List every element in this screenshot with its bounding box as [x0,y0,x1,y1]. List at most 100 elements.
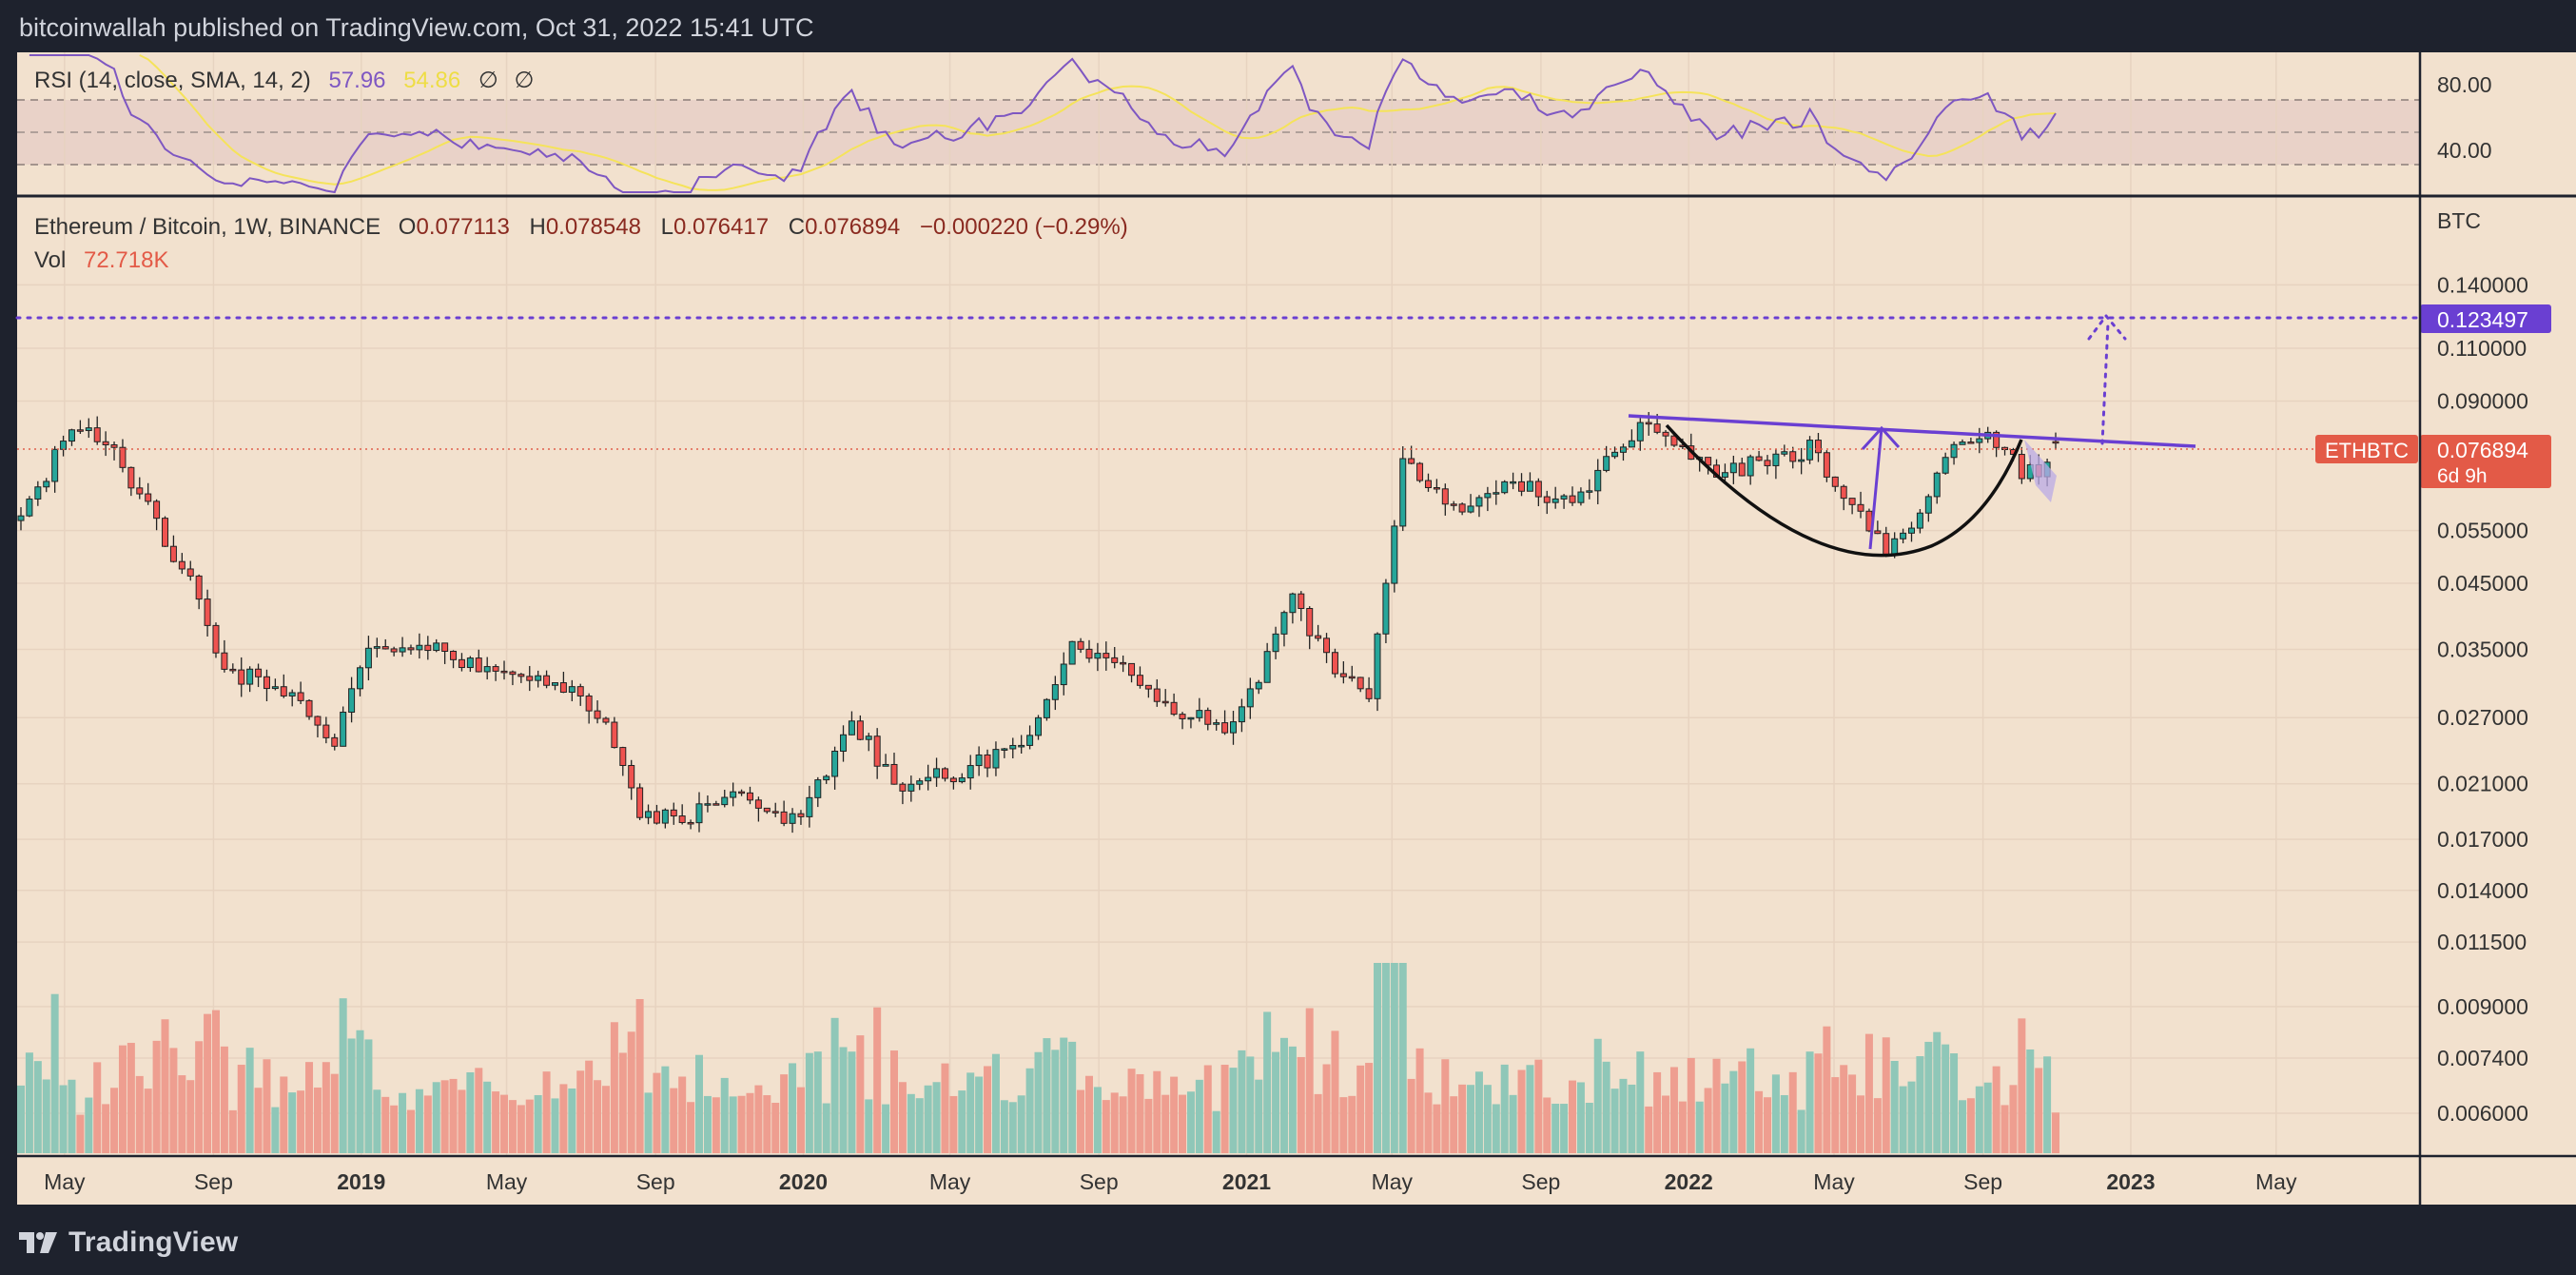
candle-body [1484,493,1492,499]
volume-bar [1263,1011,1272,1153]
candle-body [1721,472,1728,478]
candle-body [1569,495,1576,503]
candle-body [145,493,152,502]
candle-body [1408,458,1415,464]
candle-body [933,768,941,778]
candle-body [407,647,415,651]
volume-bar [1534,1059,1543,1153]
volume-bar [1712,1058,1721,1153]
volume-bar [1678,1101,1687,1153]
low-value: 0.076417 [673,214,769,240]
volume-bar [381,1096,390,1153]
candle-body [865,736,872,740]
candle-body [1221,722,1229,734]
volume-bar [601,1086,610,1153]
candle-body [1280,612,1288,635]
volume-bar [339,998,347,1153]
volume-bar [1483,1085,1492,1153]
volume-bar [1797,1109,1805,1153]
volume-bar [551,1098,559,1153]
volume-bar [93,1062,102,1153]
candle-body [1814,440,1822,454]
candle-body [1229,721,1237,734]
candle-body [263,676,270,690]
candle-body [1933,472,1941,498]
candle-body [780,811,788,824]
price-ticks: 0.140000 0.110000 0.090000 0.055000 0.045000… [2437,272,2528,1126]
volume-bar [1560,1104,1569,1153]
volume-bar [1136,1073,1144,1153]
volume-bar [627,1031,635,1153]
volume-bar [1279,1037,1288,1153]
cup-curve [1665,423,2023,558]
candle-body [466,657,474,669]
volume-bar [330,1073,339,1153]
rsi-legend-extra2: ∅ [515,68,535,93]
axis-corner [2420,1157,2576,1205]
last-price-badge [2420,435,2551,488]
volume-bar [1238,1049,1246,1153]
volume-bar [1322,1064,1331,1153]
candle-body [797,813,805,817]
candle-body [1551,498,1559,503]
time-tick-label: Sep [1963,1169,2002,1194]
candle-body [458,658,465,669]
candle-body [364,647,372,669]
candle-body [416,644,423,651]
volume-bar [432,1082,440,1153]
volume-bar [280,1076,288,1153]
candle-body [754,799,762,809]
volume-bar [1551,1103,1560,1153]
price-tick-label: 0.009000 [2437,994,2528,1019]
candle-body [576,686,584,696]
candle-body [255,668,263,677]
volume-bar [1365,1063,1374,1153]
volume-bar [1433,1104,1441,1153]
volume-bar [941,1063,949,1153]
volume-bar [1569,1080,1576,1153]
candle-body [611,721,618,749]
volume-bar [1721,1083,1729,1153]
volume-bar [2018,1018,2026,1153]
price-tick-label: 0.110000 [2437,336,2527,361]
volume-bar [949,1095,958,1153]
volume-bar [25,1052,33,1153]
volume-bar [2052,1112,2060,1153]
close-value: 0.076894 [805,214,900,240]
volume-bar [1093,1087,1102,1153]
candle-body [628,764,635,789]
volume-bar [1272,1051,1280,1153]
price-tick-label: 0.045000 [2437,571,2528,596]
volume-bar [1509,1094,1517,1153]
candle-body [1204,710,1212,725]
volume-bar [1407,1078,1415,1153]
volume-bar [1543,1097,1551,1153]
candle-body [602,717,610,723]
candle-body [297,692,304,701]
volume-bar [76,1114,85,1153]
volume-bar [898,1082,907,1153]
rsi-tick-80: 80.00 [2437,72,2492,97]
candle-body [1772,453,1780,466]
candle-body [1458,503,1466,513]
tradingview-logo[interactable]: TradingView [19,1226,238,1259]
volume-bar [1500,1064,1509,1153]
volume-bar [220,1046,228,1153]
volume-bar [789,1063,797,1153]
price-tick-label: 0.014000 [2437,878,2528,903]
candle-body [1518,481,1526,492]
volume-bar [975,1076,984,1153]
volume-bar [211,1010,220,1153]
volume-bar [746,1092,754,1153]
volume-bar [754,1085,763,1153]
candle-body [1603,456,1610,471]
volume-bar [68,1079,76,1153]
volume-bar [839,1047,848,1153]
volume-bar [984,1066,992,1153]
candle-body [1789,451,1797,462]
volume-bar [678,1076,687,1153]
rsi-legend-extra1: ∅ [478,68,498,93]
candle-body [1289,593,1297,614]
volume-bar [1179,1094,1187,1153]
